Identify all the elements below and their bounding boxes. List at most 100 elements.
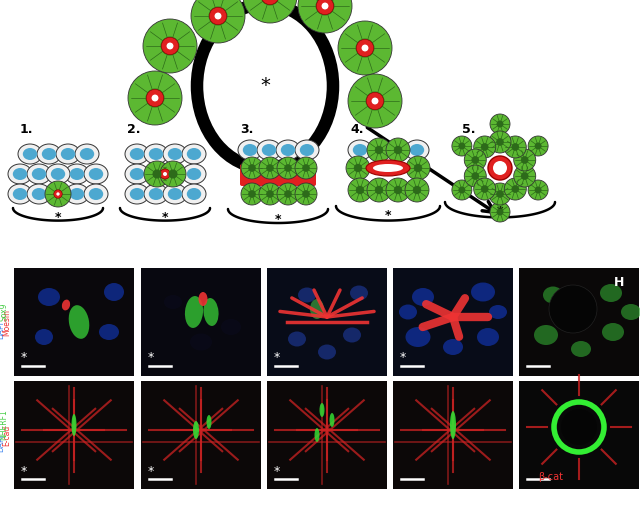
Ellipse shape: [207, 415, 211, 429]
Ellipse shape: [72, 414, 77, 436]
Ellipse shape: [13, 168, 27, 180]
Ellipse shape: [130, 188, 144, 200]
Ellipse shape: [125, 164, 149, 184]
Circle shape: [295, 157, 317, 179]
Bar: [141, 381, 261, 489]
Circle shape: [413, 186, 421, 194]
Bar: [267, 268, 387, 376]
Circle shape: [375, 146, 383, 154]
Ellipse shape: [318, 345, 336, 360]
Bar: [14, 381, 134, 489]
Circle shape: [143, 19, 197, 73]
Text: 5.: 5.: [462, 123, 476, 136]
Ellipse shape: [295, 140, 319, 160]
Circle shape: [496, 190, 504, 198]
Ellipse shape: [373, 164, 403, 172]
Ellipse shape: [84, 184, 108, 204]
Ellipse shape: [65, 184, 89, 204]
Circle shape: [534, 186, 541, 194]
Text: NHERF1: NHERF1: [0, 410, 8, 440]
Circle shape: [375, 186, 383, 194]
Ellipse shape: [13, 188, 27, 200]
Circle shape: [214, 12, 221, 20]
Ellipse shape: [99, 324, 119, 340]
Ellipse shape: [534, 325, 558, 345]
Ellipse shape: [204, 298, 219, 326]
Text: *: *: [400, 351, 406, 364]
Text: *: *: [162, 212, 168, 224]
Ellipse shape: [130, 168, 144, 180]
Circle shape: [497, 208, 504, 216]
Ellipse shape: [450, 411, 456, 439]
Circle shape: [511, 143, 519, 151]
Text: *: *: [260, 76, 270, 95]
Circle shape: [166, 42, 173, 50]
Ellipse shape: [149, 188, 163, 200]
Ellipse shape: [68, 305, 90, 339]
Text: *: *: [274, 351, 280, 364]
Circle shape: [168, 169, 177, 179]
Circle shape: [277, 157, 299, 179]
Circle shape: [514, 149, 536, 171]
Text: *: *: [274, 464, 280, 477]
Circle shape: [145, 89, 164, 107]
Circle shape: [316, 0, 335, 15]
Circle shape: [298, 0, 352, 33]
Ellipse shape: [330, 413, 335, 427]
Circle shape: [152, 94, 159, 102]
Ellipse shape: [353, 144, 367, 156]
Circle shape: [362, 44, 369, 52]
Bar: [14, 381, 134, 489]
Circle shape: [386, 138, 410, 162]
Circle shape: [528, 180, 548, 200]
Ellipse shape: [187, 148, 201, 160]
Ellipse shape: [471, 282, 495, 301]
Text: Sox9: Sox9: [0, 303, 8, 321]
Circle shape: [261, 0, 278, 5]
Circle shape: [367, 138, 391, 162]
FancyBboxPatch shape: [240, 164, 316, 186]
Text: *: *: [21, 351, 27, 364]
Circle shape: [321, 3, 328, 9]
Ellipse shape: [187, 168, 201, 180]
Text: 2.: 2.: [127, 123, 141, 136]
Ellipse shape: [238, 140, 262, 160]
Ellipse shape: [130, 148, 144, 160]
Circle shape: [348, 178, 372, 202]
Ellipse shape: [405, 140, 429, 160]
Circle shape: [493, 161, 507, 175]
Circle shape: [209, 7, 227, 25]
Circle shape: [338, 21, 392, 75]
Circle shape: [295, 183, 317, 205]
Ellipse shape: [187, 188, 201, 200]
Circle shape: [528, 136, 548, 156]
Circle shape: [481, 185, 488, 193]
Ellipse shape: [125, 184, 149, 204]
Ellipse shape: [38, 288, 60, 306]
Circle shape: [394, 146, 402, 154]
Circle shape: [259, 183, 281, 205]
Ellipse shape: [399, 304, 417, 319]
Ellipse shape: [168, 148, 182, 160]
Circle shape: [277, 183, 299, 205]
Circle shape: [464, 165, 486, 187]
Circle shape: [561, 409, 597, 445]
Ellipse shape: [164, 295, 182, 309]
Text: *: *: [385, 209, 391, 222]
Ellipse shape: [288, 331, 306, 347]
Ellipse shape: [198, 292, 207, 306]
Ellipse shape: [8, 164, 32, 184]
Ellipse shape: [182, 144, 206, 164]
Circle shape: [458, 142, 465, 150]
Ellipse shape: [319, 403, 324, 417]
Ellipse shape: [406, 327, 431, 347]
Ellipse shape: [144, 184, 168, 204]
Ellipse shape: [144, 144, 168, 164]
Circle shape: [266, 190, 274, 198]
Circle shape: [488, 156, 512, 180]
Circle shape: [54, 190, 62, 198]
Circle shape: [549, 285, 597, 333]
Ellipse shape: [32, 188, 46, 200]
Text: *: *: [21, 464, 27, 477]
Ellipse shape: [257, 140, 281, 160]
